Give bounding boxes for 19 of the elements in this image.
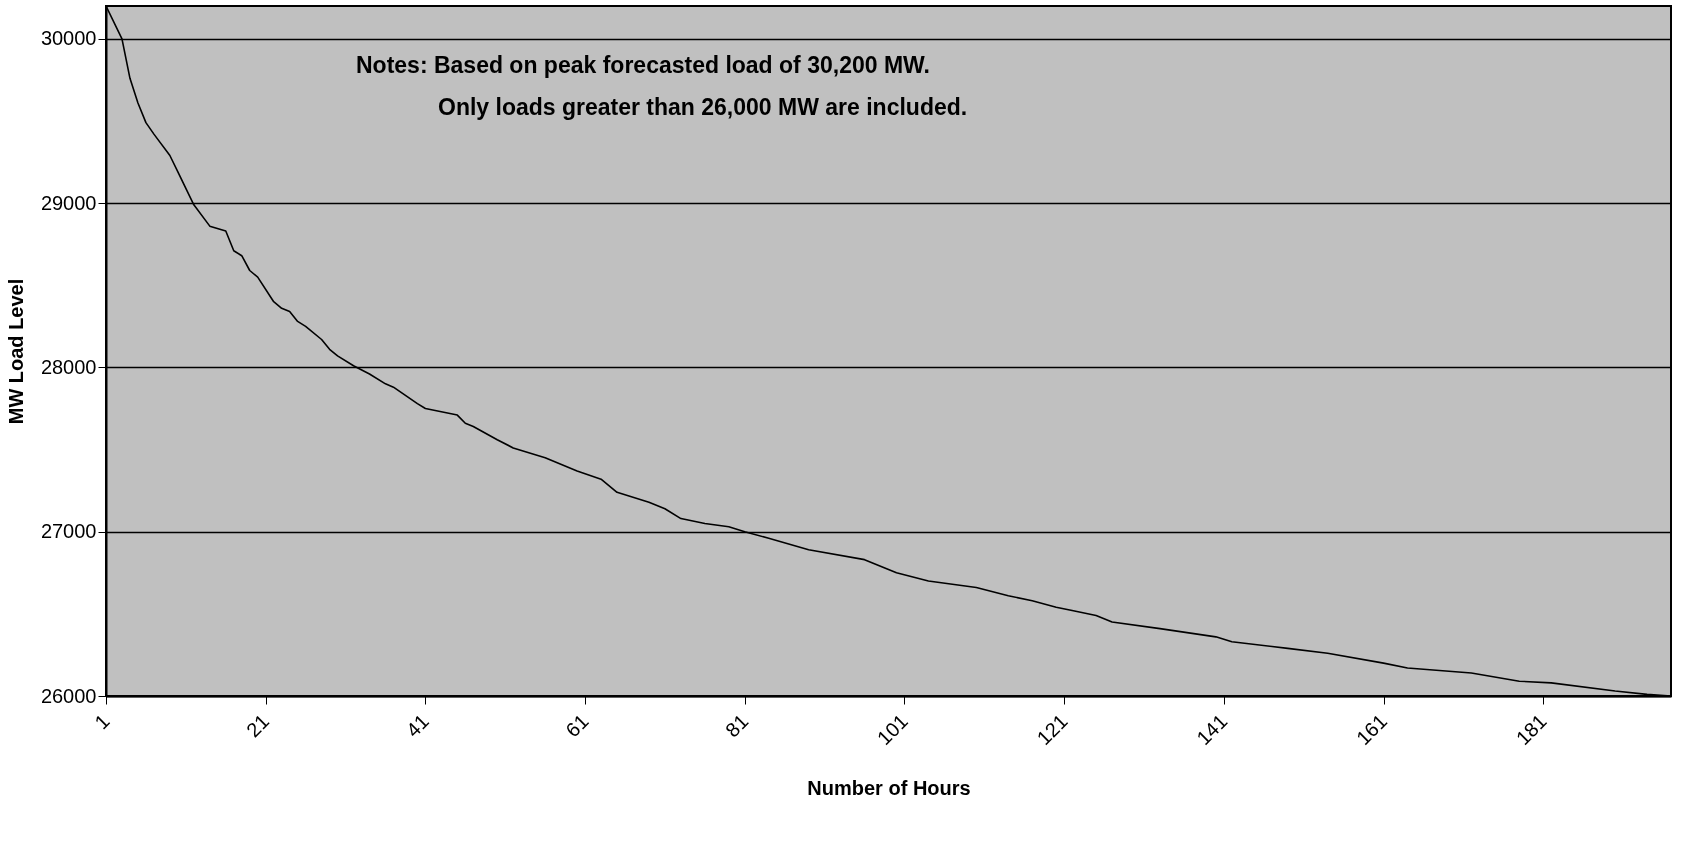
x-tick-label: 161: [1351, 710, 1392, 750]
x-axis-title: Number of Hours: [807, 777, 971, 800]
x-tick-label: 181: [1511, 710, 1551, 750]
y-axis-title: MW Load Level: [4, 278, 27, 425]
annotation: Notes: Based on peak forecasted load of 30,200 MW.: [356, 52, 930, 78]
x-tick-label: 141: [1192, 710, 1232, 750]
y-tick-label: 27000: [40, 520, 97, 543]
y-tick-label: 28000: [40, 355, 97, 378]
y-tick-label: 30000: [40, 27, 97, 50]
annotation: Only loads greater than 26,000 MW are included.: [438, 94, 968, 120]
x-tick-label: 1: [90, 710, 114, 734]
y-tick-label: 29000: [40, 191, 97, 214]
x-tick-label: 101: [872, 710, 913, 750]
y-tick-label: 26000: [40, 684, 97, 707]
x-tick-label: 41: [401, 710, 433, 742]
x-tick-label: 21: [241, 710, 274, 742]
x-tick-label: 121: [1032, 710, 1072, 750]
x-tick-label: 61: [561, 710, 593, 742]
x-tick-label: 81: [721, 710, 753, 742]
